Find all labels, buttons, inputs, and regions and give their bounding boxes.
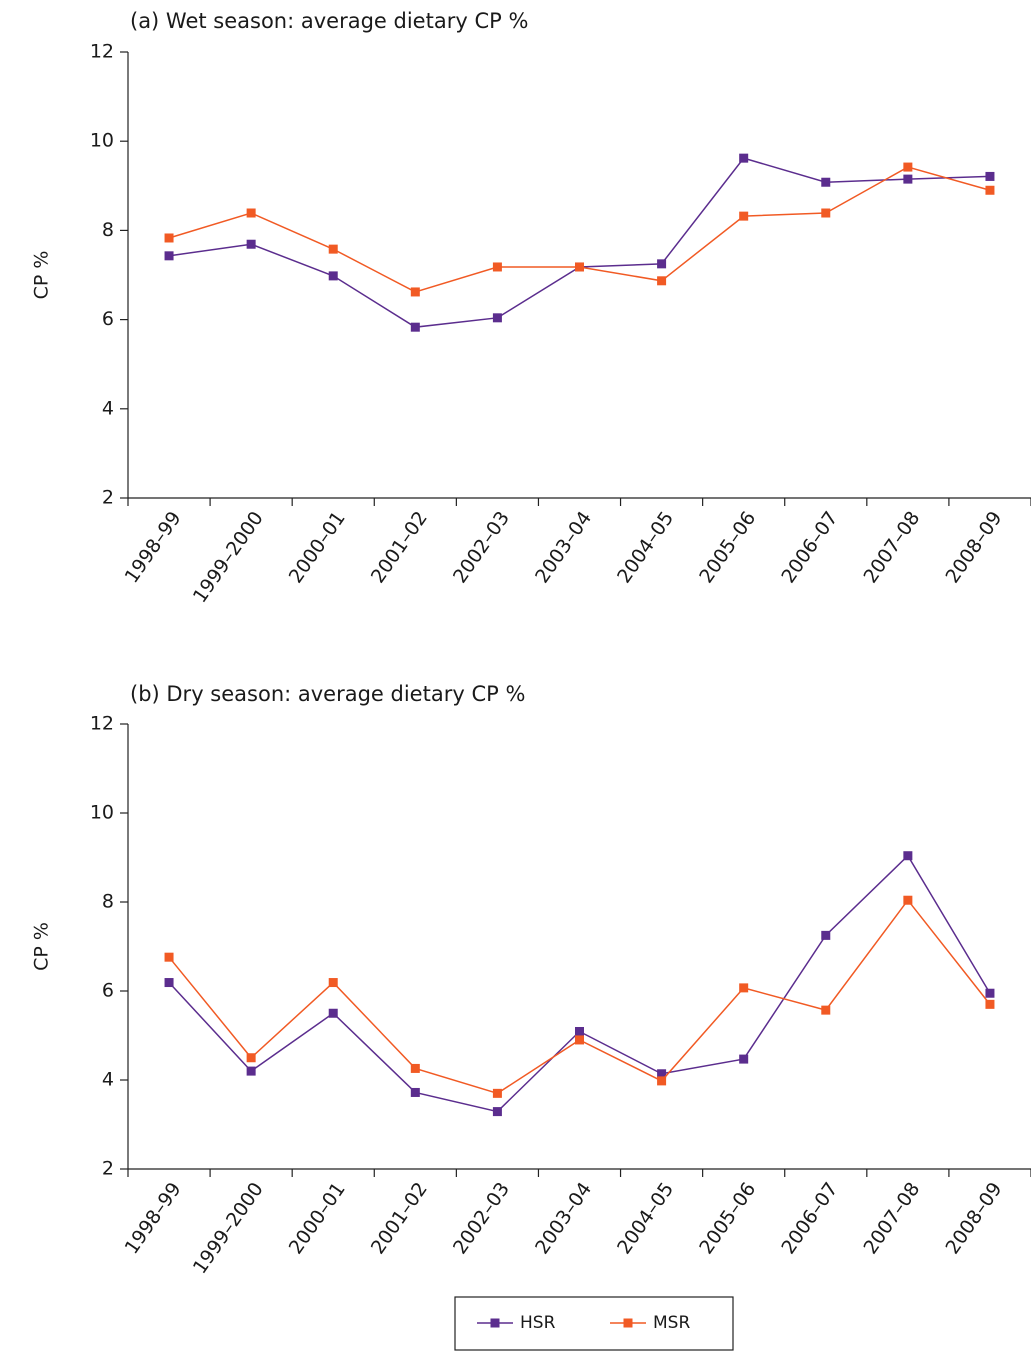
y-tick-label: 8 [102, 891, 114, 913]
point [246, 208, 256, 218]
y-tick-label: 10 [90, 802, 114, 824]
y-tick-label: 4 [102, 397, 114, 419]
point [164, 952, 174, 962]
point [985, 988, 995, 998]
chart-title: (a) Wet season: average dietary CP % [130, 9, 528, 33]
chart-title: (b) Dry season: average dietary CP % [130, 682, 525, 706]
x-tick-label: 2005–06 [695, 1178, 760, 1258]
point [492, 313, 502, 323]
series-line [168, 898, 991, 1095]
point [410, 287, 420, 297]
point [657, 259, 667, 269]
legend-label: HSR [520, 1313, 556, 1333]
point [328, 271, 338, 281]
point [903, 162, 913, 172]
y-tick-label: 6 [102, 980, 114, 1002]
x-tick-label: 1999–2000 [189, 1178, 268, 1278]
x-tick-label: 2006–07 [777, 507, 842, 587]
point [246, 239, 256, 249]
legend-marker [623, 1318, 633, 1328]
point [164, 978, 174, 988]
point [821, 930, 831, 940]
x-tick-label: 2008–09 [941, 1178, 1006, 1258]
point [903, 851, 913, 861]
point [657, 1069, 667, 1079]
point [821, 1005, 831, 1015]
point [739, 1054, 749, 1064]
series-line [168, 157, 990, 328]
point [492, 262, 502, 272]
point [985, 185, 995, 195]
x-tick-label: 2004–05 [613, 1178, 678, 1258]
y-tick-label: 4 [102, 1069, 114, 1091]
x-tick-label: 1998–99 [121, 507, 186, 587]
legend-label: MSR [653, 1313, 690, 1333]
x-tick-label: 2002–03 [449, 1178, 514, 1258]
point [328, 244, 338, 254]
point [575, 262, 584, 272]
x-tick-label: 2003–04 [531, 1178, 596, 1258]
point [164, 251, 174, 261]
point [739, 153, 749, 163]
y-tick-label: 2 [102, 487, 114, 509]
x-tick-label: 2006–07 [777, 1178, 842, 1258]
point [328, 978, 338, 988]
point [739, 211, 749, 221]
y-tick-label: 6 [102, 308, 114, 330]
y-axis-label: CP % [31, 922, 53, 971]
point [821, 177, 831, 187]
x-tick-label: 2005–06 [695, 507, 760, 587]
y-tick-label: 2 [102, 1158, 114, 1180]
legend-marker [490, 1318, 500, 1328]
x-tick-label: 2000–01 [285, 1178, 350, 1258]
x-tick-label: 1998–99 [121, 1178, 186, 1258]
point [575, 1035, 584, 1045]
point [492, 1088, 502, 1098]
point [657, 1076, 667, 1086]
point [985, 171, 995, 181]
series-line [168, 854, 991, 1113]
point [492, 1107, 502, 1117]
point [985, 999, 995, 1009]
point [246, 1053, 256, 1063]
point [410, 1063, 420, 1073]
point [410, 322, 420, 332]
x-tick-label: 2004–05 [613, 507, 678, 587]
x-tick-label: 2001–02 [367, 1178, 432, 1258]
x-tick-label: 2007–08 [859, 507, 924, 587]
point [821, 208, 831, 218]
x-tick-label: 1999–2000 [189, 507, 268, 607]
y-tick-label: 12 [90, 41, 114, 63]
point [657, 276, 667, 286]
point [903, 174, 913, 184]
x-tick-label: 2002–03 [449, 507, 514, 587]
point [903, 895, 913, 905]
point [164, 233, 174, 243]
point [739, 983, 749, 993]
x-tick-label: 2008–09 [941, 507, 1006, 587]
x-tick-label: 2003–04 [531, 507, 596, 587]
point [410, 1087, 420, 1097]
point [246, 1066, 256, 1076]
point [575, 1026, 584, 1036]
y-tick-label: 12 [90, 713, 114, 735]
series-line [168, 166, 991, 293]
x-tick-label: 2000–01 [285, 507, 350, 587]
y-axis-label: CP % [31, 251, 53, 300]
x-tick-label: 2001–02 [367, 507, 432, 587]
y-tick-label: 8 [102, 219, 114, 241]
y-tick-label: 10 [90, 130, 114, 152]
point [328, 1008, 338, 1018]
x-tick-label: 2007–08 [859, 1178, 924, 1258]
